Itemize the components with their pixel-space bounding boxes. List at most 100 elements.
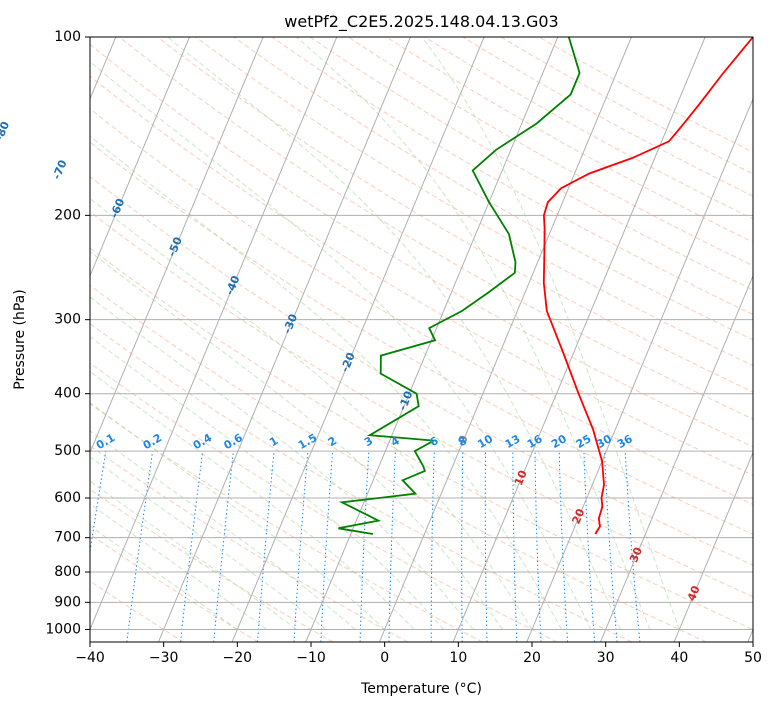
mixing-ratio-line [359,451,370,642]
dry-adiabat [309,37,753,291]
isotherm-label: -60 [108,196,128,220]
mixing-ratio-label: 16 [525,432,545,451]
dry-adiabat [90,43,753,448]
mixing-ratio-line [624,451,641,642]
mixing-ratio-label: 0.6 [222,431,246,452]
isopleth-labels: -100-90-80-70-60-50-40-30-20-10010203040… [0,119,703,603]
y-axis-label: Pressure (hPa) [12,289,28,389]
dry-adiabat [90,211,753,598]
mixing-ratio-label: 0.2 [141,431,164,452]
dewpoint-profile [338,37,581,535]
mixing-ratio-label: 0.4 [191,431,215,452]
isotherm [90,37,338,631]
isotherms [90,37,753,642]
isotherm-label: 20 [570,507,588,526]
moist-adiabat [421,37,680,630]
mixing-ratio-line [180,451,204,642]
dry-adiabat [90,533,259,642]
dry-adiabat [90,284,707,642]
dry-adiabat [538,37,753,153]
dry-adiabat [348,37,753,267]
y-tick-label: 200 [54,207,81,223]
moist-adiabat [90,197,533,630]
mixing-ratio-line [126,451,154,642]
moist-adiabat [167,37,621,630]
profile-series [338,37,753,535]
mixing-ratio-line [90,451,107,555]
isotherm [526,97,753,642]
mixing-ratio-label: 20 [549,432,569,451]
moist-adiabat [90,250,503,630]
dry-adiabat [90,445,408,642]
moist-adiabat [90,402,386,630]
x-tick-label: 40 [670,650,688,666]
isotherm-label: 10 [512,468,530,487]
dry-adiabat [233,37,753,341]
mixing-ratio-label: 6 [427,434,440,449]
dry-adiabat [157,37,753,393]
chart-title: wetPf2_C2E5.2025.148.04.13.G03 [284,12,558,32]
mixing-ratio-line [257,451,275,642]
moist-adiabat [90,525,238,630]
isotherm-label: -20 [338,350,358,374]
dry-adiabat [271,37,753,316]
y-tick-label: 600 [54,490,81,506]
isotherm [452,37,706,642]
dry-adiabats [90,37,753,642]
isotherm-label: -80 [0,119,12,143]
isotherm-label: -40 [223,273,243,297]
mixing-ratio-label: 1.5 [296,431,319,452]
y-tick-label: 400 [54,386,81,402]
moist-adiabat [90,480,297,630]
moist-adiabats [90,37,680,630]
y-tick-label: 700 [54,530,81,546]
y-axis-ticks: 100 200 300 400 500 600 700 800 900 1000 [45,29,90,637]
moist-adiabat [90,370,415,630]
pressure-gridlines [90,37,753,630]
dry-adiabat [119,37,753,420]
y-tick-label: 300 [54,312,81,328]
mixing-ratio-line [213,451,234,642]
isotherm-label: -70 [50,158,70,182]
mixing-ratio-line [388,451,396,642]
x-tick-label: −20 [223,650,253,666]
dry-adiabat [90,247,753,630]
mixing-ratio-label: 2 [326,434,339,449]
x-tick-label: 10 [449,650,467,666]
dry-adiabat [90,322,633,642]
dry-adiabat [386,37,753,243]
isotherm [157,37,411,642]
x-tick-label: −10 [296,650,326,666]
moist-adiabat [90,503,268,630]
moist-adiabat [90,135,562,630]
moist-adiabat [90,456,326,630]
mixing-ratio-label: 1 [267,434,280,449]
dry-adiabat [90,141,753,535]
mixing-ratio-line [430,451,435,642]
isotherm [673,451,753,642]
isotherm-label: -50 [165,235,185,259]
x-tick-label: 20 [523,650,541,666]
x-tick-label: −40 [75,650,105,666]
mixing-ratio-label: 4 [389,434,402,449]
dry-adiabat [90,75,753,476]
x-tick-label: 30 [597,650,615,666]
mixing-ratio-label: 30 [594,432,614,451]
mixing-ratio-line [484,451,488,642]
isotherm [231,37,485,642]
mixing-ratio-label: 13 [503,432,523,451]
dry-adiabat [90,403,483,642]
dry-adiabat [90,175,753,566]
y-tick-label: 1000 [45,621,81,637]
y-tick-label: 500 [54,443,81,459]
moist-adiabat [90,430,356,630]
y-tick-label: 800 [54,564,81,580]
isotherm-label: -30 [281,312,301,336]
dry-adiabat [90,108,753,505]
moist-adiabat [90,296,474,630]
dry-adiabat [90,488,334,642]
plot-frame [89,36,754,643]
mixing-ratio-label: 10 [475,432,495,451]
dry-adiabat [90,362,558,642]
